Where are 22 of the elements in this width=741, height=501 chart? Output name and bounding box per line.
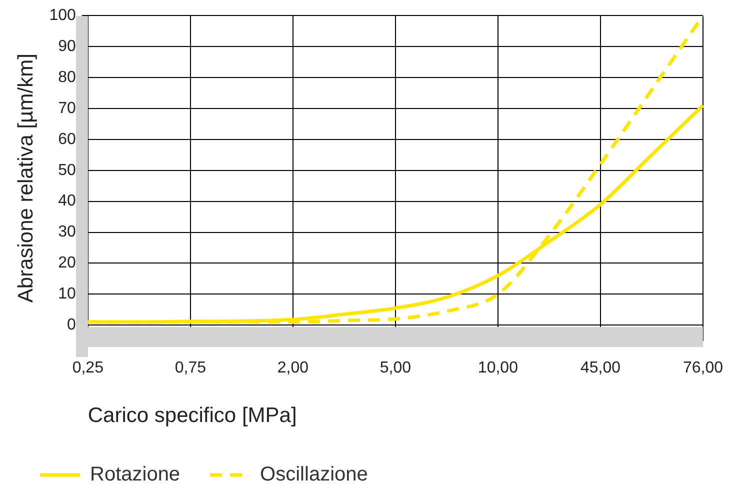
y-tick-label: 0	[66, 316, 76, 334]
y-tick-label: 30	[58, 224, 76, 241]
x-tick-label: 76,00	[682, 360, 724, 377]
y-tick-label: 80	[58, 68, 76, 86]
y-tick-label: 50	[58, 162, 76, 179]
y-tick-label: 20	[58, 254, 76, 272]
x-tick-label: 10,00	[478, 360, 518, 377]
y-tick-label: 70	[58, 100, 76, 117]
y-tick-label: 90	[58, 38, 76, 55]
x-tick-label: 45,00	[580, 360, 621, 377]
x-tick-label: 2,00	[277, 360, 309, 377]
x-tick-label: 5,00	[380, 360, 412, 377]
legend-label: Oscillazione	[260, 464, 368, 486]
y-tick-label: 100	[49, 7, 76, 24]
y-axis-title: Abrasione relativa [µm/km]	[14, 54, 38, 303]
x-tick-label: 0,25	[72, 360, 104, 377]
x-tick-label: 0,75	[174, 360, 206, 377]
y-tick-label: 10	[58, 286, 76, 303]
y-tick-label: 40	[58, 192, 76, 210]
y-tick-label: 60	[58, 130, 76, 148]
legend-label: Rotazione	[90, 464, 180, 486]
x-axis-title: Carico specifico [MPa]	[88, 404, 297, 428]
